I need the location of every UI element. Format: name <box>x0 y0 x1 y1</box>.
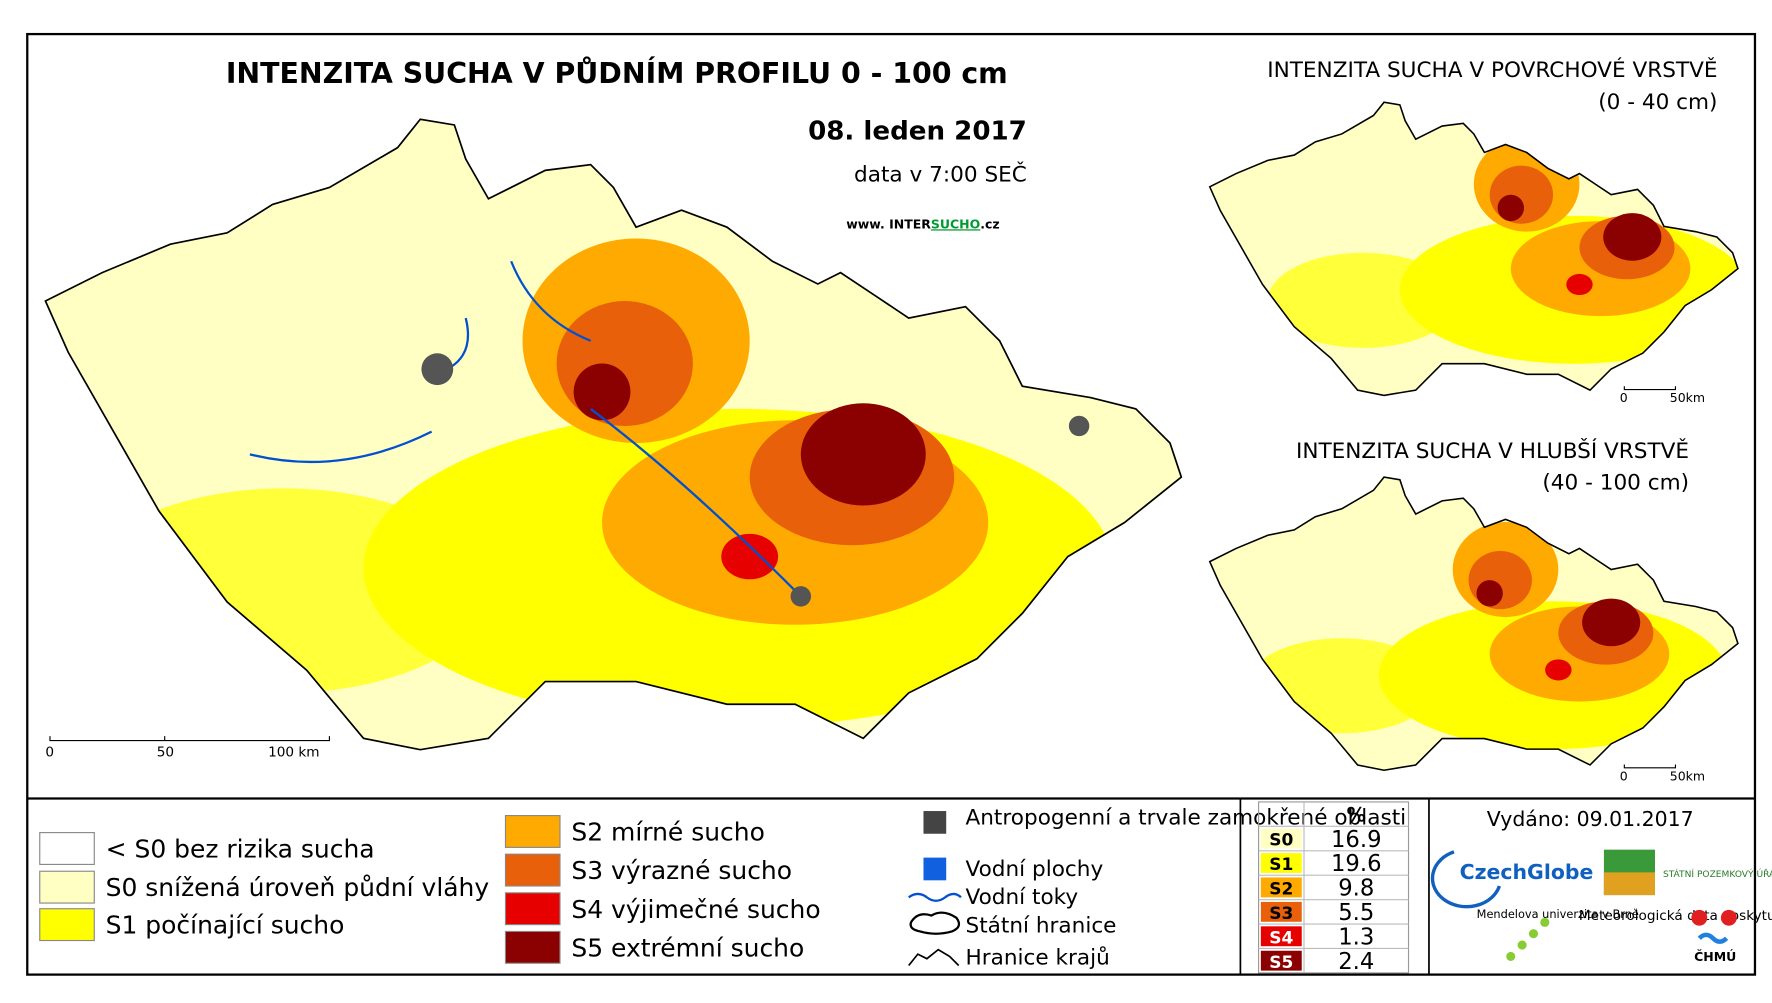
date: 08. leden 2017 <box>808 117 1027 147</box>
legend-swatch <box>504 892 561 926</box>
table-value: 5.5 <box>1338 900 1374 926</box>
issued: Vydáno: 09.01.2017 <box>1487 807 1694 831</box>
table-value: 16.9 <box>1331 827 1382 853</box>
scale-label: 0 <box>45 745 54 761</box>
table-value: 9.8 <box>1338 876 1374 902</box>
feature-label: Státní hranice <box>966 914 1117 939</box>
scale-label: 100 km <box>268 745 320 761</box>
logo-text: STÁTNÍ POZEMKOVÝ ÚŘAD <box>1663 868 1772 880</box>
logo-text: Mendelova univerzita v Brně <box>1477 907 1639 921</box>
inset-title: INTENZITA SUCHA V HLUBŠÍ VRSTVĚ <box>1296 438 1689 464</box>
legend-swatch <box>504 815 561 848</box>
table-border <box>1258 801 1410 974</box>
table-swatch <box>1260 926 1302 947</box>
table-swatch <box>1260 877 1302 898</box>
legend-label: S3 výrazné sucho <box>571 856 792 885</box>
scale-label: 0 <box>1620 390 1628 405</box>
table-swatch <box>1260 901 1302 922</box>
scale-label: 50km <box>1670 390 1705 405</box>
inset-map <box>1208 476 1739 772</box>
table-value: 1.3 <box>1338 925 1374 951</box>
legend-label: S4 výjimečné sucho <box>571 895 820 924</box>
feature-label: Vodní plochy <box>966 857 1104 882</box>
inset-title: INTENZITA SUCHA V POVRCHOVÉ VRSTVĚ <box>1267 57 1717 83</box>
stats-table: % S0 16.9 S1 19.6 S2 9.8 S3 5.5 S4 1.3 S5 2.4 <box>1258 801 1410 975</box>
legend-label: S2 mírné sucho <box>571 818 765 847</box>
table-class: S0 <box>1269 831 1293 851</box>
logos: CzechGlobe STÁTNÍ POZEMKOVÝ ÚŘAD Mendelo… <box>1430 849 1772 964</box>
feature-label: Vodní toky <box>966 885 1079 910</box>
legend: < S0 bez rizika sucha S0 snížená úroveň p… <box>39 815 821 964</box>
legend-swatch <box>39 870 95 904</box>
table-class: S2 <box>1269 880 1293 900</box>
legend-label: S5 extrémní sucho <box>571 933 804 962</box>
legend-swatch <box>39 832 95 865</box>
table-class: S3 <box>1269 904 1293 924</box>
scale-label: 50km <box>1670 768 1705 783</box>
table-value: 19.6 <box>1331 851 1382 877</box>
scale-label: 0 <box>1620 768 1628 783</box>
main-map <box>44 118 1183 751</box>
inset-depth: (0 - 40 cm) <box>1598 90 1717 115</box>
table-swatch <box>1260 828 1302 849</box>
feature-label: Hranice krajů <box>966 945 1110 970</box>
table-class: S4 <box>1269 928 1293 948</box>
table-value: 2.4 <box>1338 949 1374 975</box>
logo-text: CzechGlobe <box>1460 860 1594 884</box>
legend-swatch <box>39 908 95 942</box>
website-part: www. INTER <box>846 216 931 231</box>
table-class: S1 <box>1269 855 1293 875</box>
logo-text: Meteorologická data poskytuje: <box>1579 908 1772 924</box>
inset-depth: (40 - 100 cm) <box>1542 471 1689 496</box>
legend-label: S1 počínající sucho <box>106 911 345 940</box>
scale-label: 50 <box>157 745 174 761</box>
legend-label: S0 snížená úroveň půdní vláhy <box>106 873 490 902</box>
website-part: SUCHO <box>931 216 980 231</box>
table-swatch <box>1260 853 1302 873</box>
legend-swatch <box>504 930 561 964</box>
logo-text: ČHMÚ <box>1694 949 1736 964</box>
legend-label: < S0 bez rizika sucha <box>106 835 375 864</box>
website: www. INTERSUCHO.cz <box>846 216 999 231</box>
table-class: S5 <box>1269 953 1293 973</box>
title: INTENZITA SUCHA V PŮDNÍM PROFILU 0 - 100… <box>226 56 1008 90</box>
table-swatch <box>1260 950 1302 971</box>
legend-swatch <box>504 853 561 887</box>
time-note: data v 7:00 SEČ <box>854 162 1027 188</box>
inset-map <box>1208 101 1739 397</box>
scale-bar: 0 50 100 km <box>45 736 330 761</box>
frame <box>26 32 1757 976</box>
website-part: .cz <box>980 216 999 231</box>
table-header: % <box>1347 803 1366 826</box>
